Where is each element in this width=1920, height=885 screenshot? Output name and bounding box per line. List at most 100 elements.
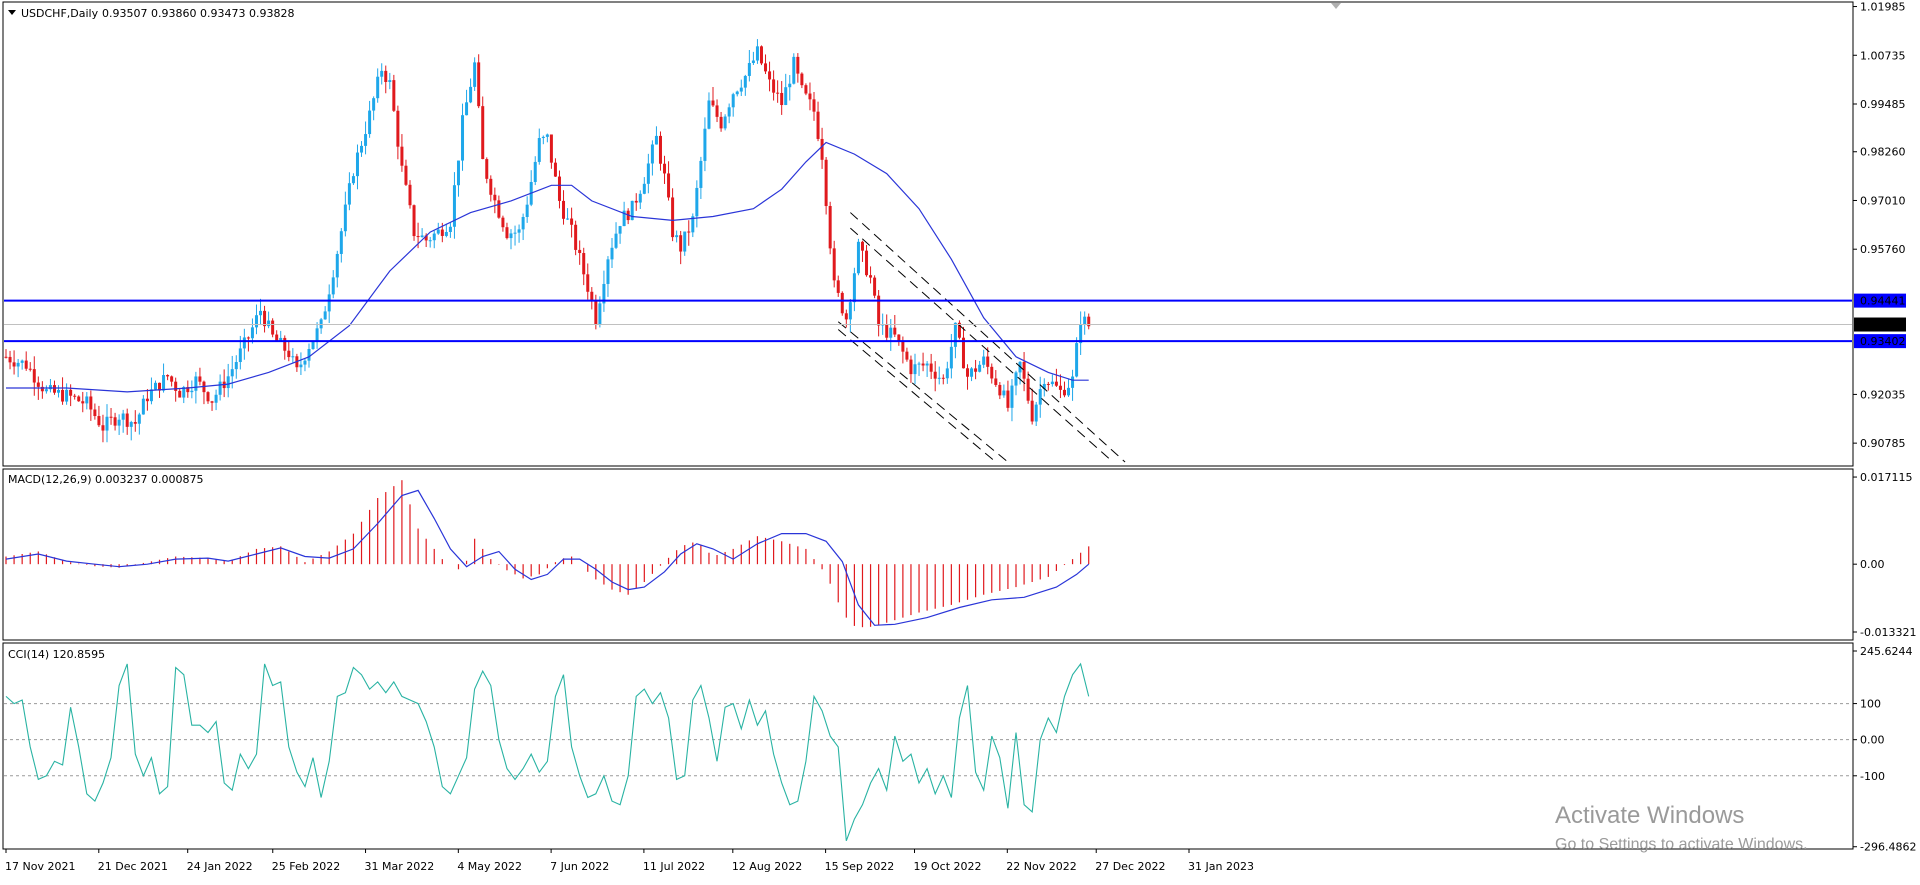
candle-body [162, 375, 166, 391]
candle-body [153, 382, 157, 390]
price-axis-label: 0.93828 [1860, 319, 1906, 332]
candle-body [731, 94, 735, 108]
candle-body [961, 337, 965, 369]
candle-body [929, 363, 933, 372]
candle-body [194, 376, 198, 391]
candle-body [174, 381, 178, 391]
candle-body [254, 315, 258, 328]
candle-body [77, 396, 81, 402]
candle-body [667, 173, 671, 198]
candle-body [44, 389, 48, 392]
candle-body [327, 294, 331, 312]
candle-body [953, 322, 957, 347]
candle-body [206, 392, 210, 402]
candle-body [275, 334, 279, 341]
price-axis-label: 0.94441 [1860, 295, 1906, 308]
candle-body [638, 193, 642, 203]
candle-body [974, 368, 978, 372]
candle-body [743, 75, 747, 88]
candle-body [303, 360, 307, 365]
date-axis-label: 25 Feb 2022 [272, 860, 340, 873]
candle-body [4, 356, 8, 358]
candle-body [566, 218, 570, 220]
candle-body [420, 235, 424, 238]
macd-header: MACD(12,26,9) 0.003237 0.000875 [8, 473, 204, 486]
candle-body [436, 229, 440, 234]
candle-body [323, 311, 327, 320]
macd-signal-line [5, 489, 1090, 626]
candle-body [1010, 385, 1014, 408]
date-axis-label: 27 Dec 2022 [1095, 860, 1165, 873]
candle-body [816, 111, 820, 139]
candle-body [267, 320, 271, 327]
candle-body [1071, 376, 1075, 388]
candle-body [20, 360, 24, 363]
candle-body [81, 401, 85, 404]
candle-body [848, 302, 852, 320]
cci-header: CCI(14) 120.8595 [8, 648, 105, 661]
date-axis-label: 15 Sep 2022 [825, 860, 895, 873]
candle-body [1079, 324, 1083, 344]
candle-body [598, 303, 602, 325]
ohlc-label: 0.93507 0.93860 0.93473 0.93828 [102, 7, 294, 20]
candle-body [860, 241, 864, 251]
candle-body [695, 187, 699, 217]
price-tag-bg [1854, 317, 1906, 332]
candle-body [949, 346, 953, 369]
candle-body [885, 324, 889, 338]
candle-body [113, 417, 117, 426]
candle-body [562, 200, 566, 219]
candle-body [465, 102, 469, 116]
candle-body [630, 200, 634, 221]
candle-body [549, 134, 553, 163]
candle-body [57, 389, 61, 393]
candle-body [392, 80, 396, 111]
candle-body [416, 236, 420, 238]
candle-body [646, 163, 650, 184]
channel-trendline [837, 329, 997, 463]
cci-layer [4, 662, 1852, 841]
candle-body [1034, 404, 1038, 422]
candle-body [1058, 385, 1062, 390]
price-axis-label: 0.97010 [1860, 194, 1906, 207]
price-axis-label: 0.93402 [1860, 335, 1906, 348]
candle-body [582, 253, 586, 275]
candle-body [1042, 383, 1046, 390]
price-axis-label: 0.92035 [1860, 388, 1906, 401]
candle-body [1006, 390, 1010, 408]
candle-body [675, 235, 679, 238]
candle-body [998, 384, 1002, 396]
candle-body [178, 390, 182, 398]
candle-body [889, 327, 893, 338]
candle-body [283, 337, 287, 351]
candle-body [101, 425, 105, 431]
candle-body [1046, 383, 1050, 385]
candle-body [865, 250, 869, 276]
date-axis-label: 21 Dec 2021 [98, 860, 168, 873]
candle-body [331, 277, 335, 295]
date-axis-label: 7 Jun 2022 [550, 860, 609, 873]
candle-body [1087, 316, 1091, 327]
macd-layer [5, 480, 1090, 628]
candle-body [129, 422, 133, 427]
candle-body [654, 135, 658, 145]
candle-body [24, 360, 28, 369]
candle-body [759, 46, 763, 64]
collapse-triangle-icon[interactable] [8, 10, 16, 15]
candle-body [380, 70, 384, 77]
candle-body [388, 80, 392, 82]
candle-body [456, 160, 460, 186]
candle-body [937, 377, 941, 379]
shift-marker-icon[interactable] [1331, 3, 1341, 9]
candle-body [966, 368, 970, 377]
candle-body [824, 159, 828, 207]
candle-body [271, 320, 275, 335]
candle-body [699, 160, 703, 188]
candle-body [166, 375, 170, 377]
candle-body [263, 310, 267, 327]
candle-body [40, 386, 44, 392]
candle-body [537, 138, 541, 162]
symbol-label: USDCHF,Daily [21, 7, 99, 20]
price-axis-label: 0.98260 [1860, 146, 1906, 159]
date-axis-label: 22 Nov 2022 [1006, 860, 1076, 873]
